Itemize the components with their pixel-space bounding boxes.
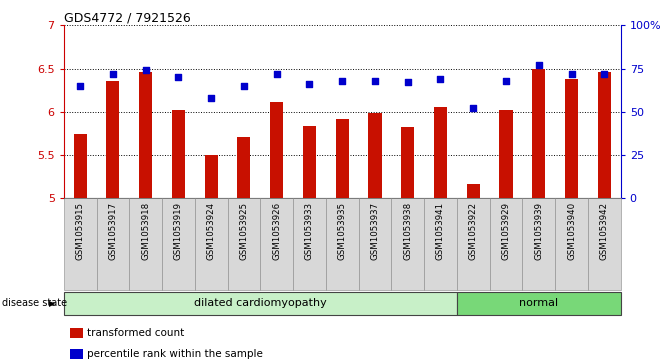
Bar <box>74 134 87 198</box>
Text: GSM1053933: GSM1053933 <box>305 201 314 260</box>
Bar <box>195 198 227 290</box>
Point <box>501 78 511 83</box>
Bar <box>64 292 457 315</box>
Text: GSM1053940: GSM1053940 <box>567 201 576 260</box>
Bar <box>303 126 316 198</box>
Point <box>468 105 478 111</box>
Text: GSM1053941: GSM1053941 <box>436 201 445 260</box>
Point <box>566 71 577 77</box>
Text: GSM1053918: GSM1053918 <box>141 201 150 260</box>
Bar <box>326 198 358 290</box>
Bar <box>238 138 250 198</box>
Bar <box>139 72 152 198</box>
Point <box>370 78 380 83</box>
Bar <box>106 81 119 198</box>
Bar <box>565 79 578 198</box>
Bar <box>130 198 162 290</box>
Text: GSM1053935: GSM1053935 <box>338 201 347 260</box>
Bar <box>401 127 414 198</box>
Bar <box>64 198 97 290</box>
Bar <box>70 349 83 359</box>
Text: GSM1053924: GSM1053924 <box>207 201 215 260</box>
Bar <box>270 102 283 198</box>
Bar <box>358 198 391 290</box>
Point <box>271 71 282 77</box>
Bar <box>260 198 293 290</box>
Bar <box>172 110 185 198</box>
Text: GSM1053938: GSM1053938 <box>403 201 412 260</box>
Text: percentile rank within the sample: percentile rank within the sample <box>87 349 262 359</box>
Point <box>403 79 413 85</box>
Text: disease state: disease state <box>2 298 67 309</box>
Bar <box>368 113 382 198</box>
Text: ▶: ▶ <box>49 299 56 308</box>
Bar <box>555 198 588 290</box>
Point <box>206 95 217 101</box>
Bar <box>424 198 457 290</box>
Text: GSM1053937: GSM1053937 <box>370 201 380 260</box>
Point <box>337 78 348 83</box>
Text: GSM1053919: GSM1053919 <box>174 201 183 260</box>
Text: GSM1053926: GSM1053926 <box>272 201 281 260</box>
Point <box>173 74 184 80</box>
Bar <box>227 198 260 290</box>
Text: GSM1053925: GSM1053925 <box>240 201 248 260</box>
Bar <box>70 328 83 338</box>
Bar <box>523 198 555 290</box>
Bar <box>293 198 326 290</box>
Text: transformed count: transformed count <box>87 328 184 338</box>
Bar <box>457 292 621 315</box>
Bar <box>532 69 546 198</box>
Text: dilated cardiomyopathy: dilated cardiomyopathy <box>194 298 327 309</box>
Text: GSM1053942: GSM1053942 <box>600 201 609 260</box>
Bar <box>205 155 217 198</box>
Point <box>140 68 151 73</box>
Text: GSM1053917: GSM1053917 <box>109 201 117 260</box>
Text: GSM1053915: GSM1053915 <box>76 201 85 260</box>
Bar <box>588 198 621 290</box>
Bar <box>499 110 513 198</box>
Point <box>304 81 315 87</box>
Point <box>599 71 610 77</box>
Bar <box>598 72 611 198</box>
Text: GDS4772 / 7921526: GDS4772 / 7921526 <box>64 11 191 24</box>
Text: normal: normal <box>519 298 558 309</box>
Bar <box>434 107 447 198</box>
Bar <box>391 198 424 290</box>
Point <box>533 62 544 68</box>
Bar <box>162 198 195 290</box>
Text: GSM1053939: GSM1053939 <box>534 201 544 260</box>
Point <box>74 83 85 89</box>
Point <box>435 76 446 82</box>
Point <box>239 83 250 89</box>
Text: GSM1053922: GSM1053922 <box>469 201 478 260</box>
Bar <box>457 198 490 290</box>
Bar <box>490 198 523 290</box>
Bar <box>97 198 130 290</box>
Text: GSM1053929: GSM1053929 <box>501 201 511 260</box>
Point <box>107 71 118 77</box>
Bar <box>467 184 480 198</box>
Bar <box>336 118 349 198</box>
